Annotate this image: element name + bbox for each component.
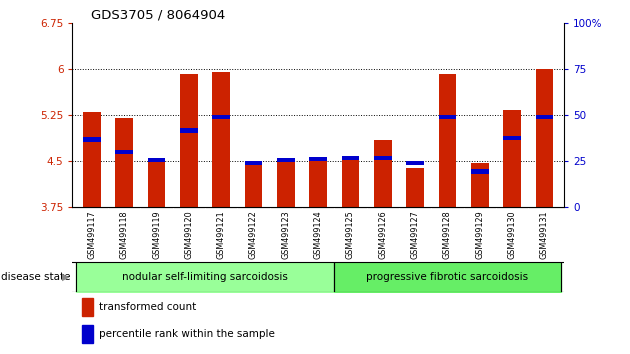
Text: GDS3705 / 8064904: GDS3705 / 8064904 [91,9,226,22]
Bar [147,158,166,162]
Text: GSM499125: GSM499125 [346,210,355,259]
Text: GSM499117: GSM499117 [88,210,96,259]
Bar [309,157,327,161]
Bar [503,136,521,140]
Bar [180,74,198,207]
Text: ▶: ▶ [62,272,69,282]
Bar [471,169,489,174]
Text: GSM499119: GSM499119 [152,210,161,259]
Bar [277,158,295,162]
Bar [374,139,392,207]
Bar [115,150,133,154]
Bar [374,156,392,160]
Bar [438,115,456,119]
Text: GSM499123: GSM499123 [282,210,290,259]
Bar [115,118,133,207]
Text: GSM499126: GSM499126 [378,210,387,259]
Text: nodular self-limiting sarcoidosis: nodular self-limiting sarcoidosis [122,272,288,282]
Bar [309,159,327,207]
Bar [212,115,230,119]
Bar [180,128,198,132]
Bar [277,160,295,207]
Text: GSM499124: GSM499124 [314,210,323,259]
Text: GSM499118: GSM499118 [120,210,129,259]
Bar [503,110,521,207]
Bar [212,72,230,207]
Text: GSM499121: GSM499121 [217,210,226,259]
Bar [438,74,456,207]
Text: GSM499128: GSM499128 [443,210,452,259]
Bar [341,158,359,207]
Text: GSM499122: GSM499122 [249,210,258,259]
Text: GSM499129: GSM499129 [475,210,484,259]
Bar [406,169,424,207]
Bar [406,161,424,165]
Bar [83,325,93,343]
Text: disease state: disease state [1,272,71,282]
Bar [244,161,262,165]
Bar [147,160,166,207]
Text: transformed count: transformed count [100,302,197,312]
Bar [244,163,262,207]
Bar [536,115,553,119]
Text: GSM499127: GSM499127 [411,210,420,259]
Bar [83,137,101,142]
Text: GSM499131: GSM499131 [540,210,549,259]
Text: percentile rank within the sample: percentile rank within the sample [100,329,275,339]
Text: GSM499130: GSM499130 [508,210,517,259]
Bar [536,69,553,207]
Bar [83,112,101,207]
Bar [341,156,359,160]
Text: GSM499120: GSM499120 [185,210,193,259]
Bar [83,298,93,316]
Text: progressive fibrotic sarcoidosis: progressive fibrotic sarcoidosis [367,272,529,282]
Bar [471,163,489,207]
